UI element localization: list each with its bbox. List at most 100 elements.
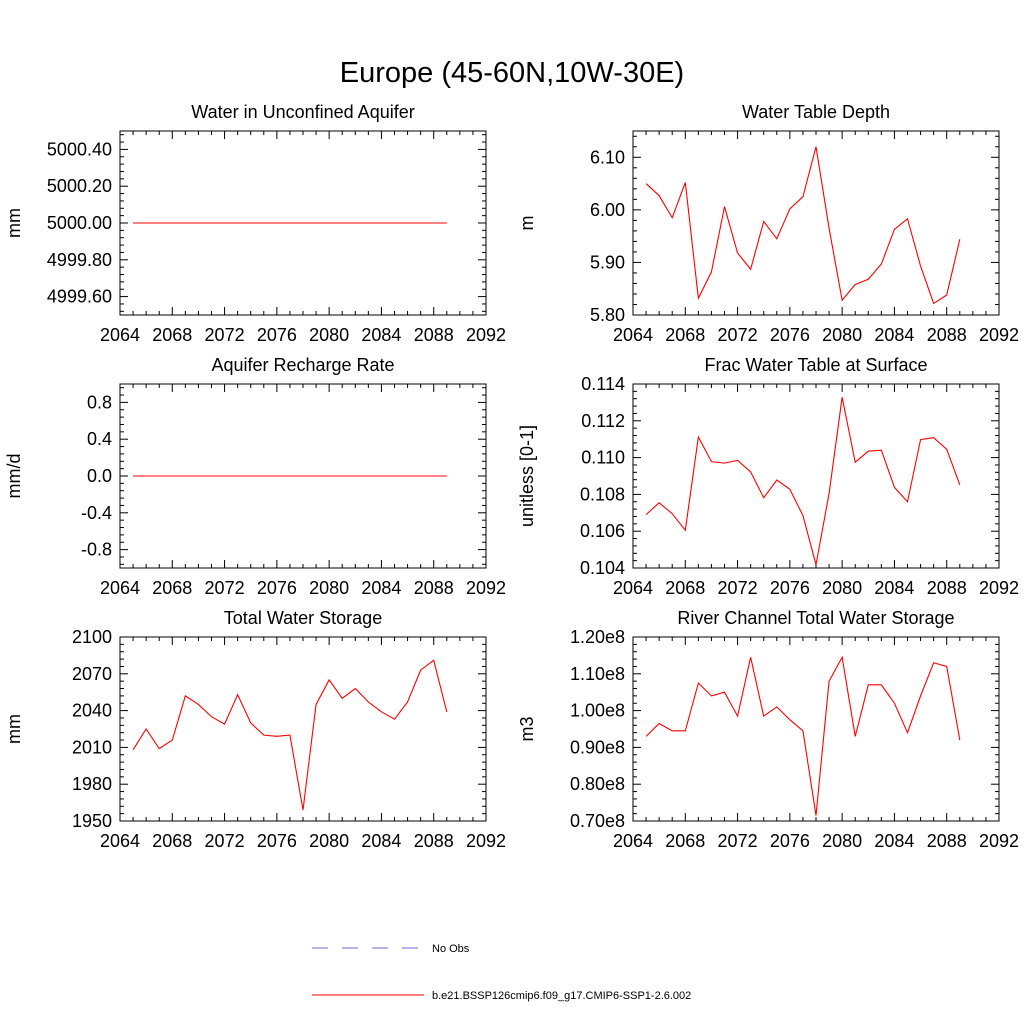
y-tick-label: 0.110 <box>581 448 625 468</box>
y-tick-label: 0.104 <box>580 558 625 578</box>
x-tick-label: 2088 <box>414 578 454 598</box>
y-tick-label: -0.8 <box>81 540 112 560</box>
y-tick-label: 1.00e8 <box>570 701 625 721</box>
x-tick-label: 2088 <box>927 325 967 345</box>
x-tick-label: 2068 <box>665 325 705 345</box>
panel-4: Frac Water Table at Surface unitless [0-1… <box>517 355 1019 598</box>
x-tick-label: 2088 <box>927 578 967 598</box>
y-tick-label: 2100 <box>72 627 112 647</box>
plot-frame <box>632 383 1000 569</box>
panel-2: Water Table Depth m 2064 2068 2072 2076 2080 20… <box>517 102 1019 345</box>
x-tick-label: 2064 <box>100 578 140 598</box>
x-tick-label: 2076 <box>257 325 297 345</box>
panel-title: Total Water Storage <box>224 608 382 628</box>
y-tick-label: 2010 <box>72 737 112 757</box>
x-tick-label: 2076 <box>770 578 810 598</box>
y-tick-label: 0.90e8 <box>570 737 625 757</box>
x-tick-label: 2076 <box>770 325 810 345</box>
y-tick-label: 0.0 <box>87 466 112 486</box>
figure-title: Europe (45-60N,10W-30E) <box>340 57 684 89</box>
panel-title: Aquifer Recharge Rate <box>211 355 394 375</box>
x-tick-label: 2080 <box>822 325 862 345</box>
x-tick-label: 2064 <box>100 325 140 345</box>
y-tick-label: 6.00 <box>590 200 625 220</box>
x-tick-label: 2080 <box>822 831 862 851</box>
x-tick-label: 2064 <box>613 831 653 851</box>
x-tick-label: 2084 <box>361 578 401 598</box>
series-line <box>132 659 448 811</box>
panel-6: River Channel Total Water Storage m3 2064 2… <box>517 608 1019 851</box>
y-tick-label: 0.70e8 <box>570 811 625 831</box>
x-tick-label: 2064 <box>100 831 140 851</box>
x-tick-label: 2084 <box>361 831 401 851</box>
x-tick-label: 2068 <box>665 831 705 851</box>
x-tick-label: 2076 <box>257 578 297 598</box>
y-tick-label: 5000.00 <box>47 213 112 233</box>
y-tick-label: 5000.20 <box>47 176 112 196</box>
y-tick-label: 0.4 <box>87 429 112 449</box>
panel-5: Total Water Storage mm 2064 2068 2072 2076 208… <box>4 608 506 851</box>
y-tick-label: 4999.60 <box>47 287 112 307</box>
panel-title: Water in Unconfined Aquifer <box>191 102 414 122</box>
panel-title: Water Table Depth <box>742 102 890 122</box>
x-tick-label: 2068 <box>152 578 192 598</box>
x-tick-label: 2092 <box>466 578 506 598</box>
x-tick-label: 2088 <box>414 831 454 851</box>
y-axis-label: mm/d <box>4 454 24 499</box>
x-tick-label: 2072 <box>205 831 245 851</box>
panel-title: River Channel Total Water Storage <box>677 608 954 628</box>
x-tick-label: 2080 <box>309 578 349 598</box>
legend-entry: No Obs <box>312 943 470 955</box>
y-tick-label: 4999.80 <box>47 250 112 270</box>
x-tick-label: 2092 <box>979 831 1019 851</box>
x-tick-label: 2072 <box>718 325 758 345</box>
series-line <box>645 146 961 305</box>
plot-frame <box>632 636 1000 822</box>
y-tick-label: 0.114 <box>581 374 625 394</box>
x-tick-label: 2076 <box>257 831 297 851</box>
y-tick-label: 1980 <box>72 774 112 794</box>
x-tick-label: 2068 <box>152 831 192 851</box>
panel-3: Aquifer Recharge Rate mm/d 2064 2068 2072 207… <box>4 355 506 598</box>
y-tick-label: 2040 <box>72 701 112 721</box>
series-line <box>645 397 961 565</box>
y-axis-label: m3 <box>517 716 537 741</box>
x-tick-label: 2080 <box>309 325 349 345</box>
panels: Water in Unconfined Aquifer mm 2064 2068 207… <box>4 102 1019 851</box>
x-tick-label: 2068 <box>665 578 705 598</box>
x-tick-label: 2084 <box>361 325 401 345</box>
y-tick-label: 1.20e8 <box>570 627 625 647</box>
plot-frame <box>119 636 487 822</box>
x-tick-label: 2084 <box>874 578 914 598</box>
y-axis-label: mm <box>4 208 24 238</box>
y-axis-label: m <box>517 216 537 231</box>
y-tick-label: 5000.40 <box>47 139 112 159</box>
x-tick-label: 2064 <box>613 325 653 345</box>
x-tick-label: 2088 <box>927 831 967 851</box>
x-tick-label: 2092 <box>466 831 506 851</box>
y-tick-label: 0.80e8 <box>570 774 625 794</box>
x-tick-label: 2072 <box>205 325 245 345</box>
legend-label: b.e21.BSSP126cmip6.f09_g17.CMIP6-SSP1-2.… <box>432 990 691 1002</box>
x-tick-label: 2084 <box>874 325 914 345</box>
x-tick-label: 2068 <box>152 325 192 345</box>
x-tick-label: 2072 <box>205 578 245 598</box>
y-tick-label: 5.80 <box>590 305 625 325</box>
panel-1: Water in Unconfined Aquifer mm 2064 2068 207… <box>4 102 506 345</box>
y-tick-label: 1950 <box>72 811 112 831</box>
y-tick-label: 0.112 <box>581 411 625 431</box>
x-tick-label: 2084 <box>874 831 914 851</box>
x-tick-label: 2076 <box>770 831 810 851</box>
x-tick-label: 2092 <box>979 325 1019 345</box>
y-tick-label: 0.106 <box>580 521 625 541</box>
y-tick-label: 0.8 <box>87 392 112 412</box>
legend-label: No Obs <box>432 943 470 955</box>
x-tick-label: 2080 <box>822 578 862 598</box>
plot-frame <box>632 130 1000 316</box>
x-tick-label: 2092 <box>979 578 1019 598</box>
x-tick-label: 2088 <box>414 325 454 345</box>
y-tick-label: 5.90 <box>590 252 625 272</box>
y-axis-label: unitless [0-1] <box>517 425 537 527</box>
y-tick-label: 0.108 <box>580 484 625 504</box>
